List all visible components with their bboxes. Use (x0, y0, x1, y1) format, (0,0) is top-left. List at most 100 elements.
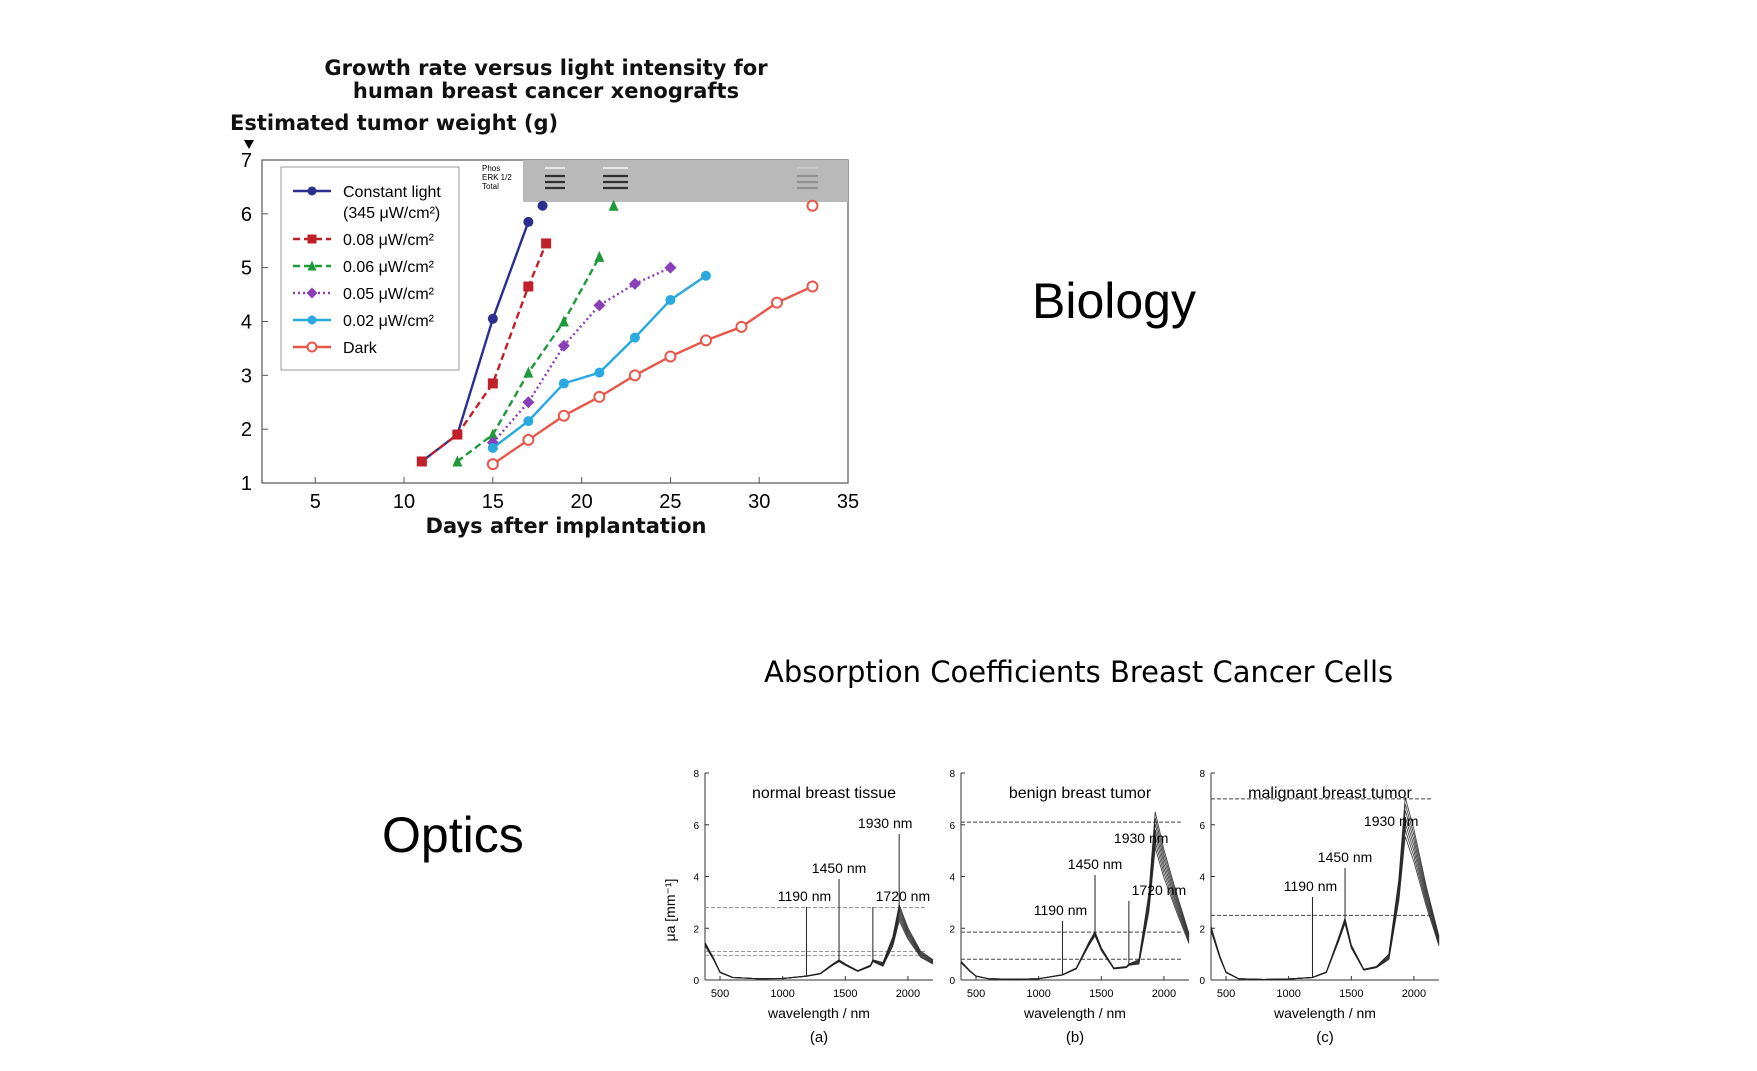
legend-label: Dark (343, 340, 378, 357)
panel-xlabel: wavelength / nm (1273, 1005, 1376, 1021)
peak-label: 1450 nm (812, 860, 866, 876)
peak-label: 1450 nm (1318, 849, 1372, 865)
x-tick-label: 15 (482, 491, 504, 513)
data-point (306, 287, 318, 299)
panel-caption: (b) (1066, 1029, 1084, 1046)
data-point (307, 260, 317, 271)
data-point (522, 433, 535, 446)
blot-label: ERK 1/2 (482, 173, 512, 182)
data-point (700, 270, 711, 281)
y-tick-label: 8 (1199, 769, 1205, 780)
legend-label: Constant light (343, 184, 441, 201)
y-tick-label: 4 (693, 873, 699, 884)
x-tick-label: 1500 (833, 988, 857, 1000)
data-point (487, 313, 498, 324)
data-point (593, 390, 606, 403)
y-tick-label: 3 (241, 365, 252, 387)
data-point (523, 366, 534, 378)
legend-label: (345 μW/cm²) (343, 205, 440, 222)
panel-title: benign breast tumor (1009, 785, 1152, 802)
data-point (307, 234, 317, 244)
x-tick-label: 1500 (1089, 988, 1113, 1000)
data-point (541, 238, 552, 249)
x-tick-label: 10 (393, 491, 415, 513)
data-point (664, 261, 677, 274)
x-tick-label: 35 (837, 491, 859, 513)
data-point (770, 296, 783, 309)
biology-label: Biology (1032, 273, 1196, 329)
x-tick-label: 2000 (1152, 988, 1176, 1000)
peak-label: 1930 nm (1364, 813, 1418, 829)
spectrum-line (704, 916, 934, 980)
x-tick-label: 500 (1217, 988, 1235, 1000)
peak-label: 1930 nm (1114, 830, 1168, 846)
data-point (557, 339, 570, 352)
x-tick-label: 1000 (770, 988, 794, 1000)
data-point (594, 367, 605, 378)
y-tick-label: 2 (693, 924, 699, 935)
y-tick-label: 2 (949, 924, 955, 935)
peak-label: 1190 nm (778, 888, 831, 904)
data-point (557, 409, 570, 422)
data-point (665, 294, 676, 305)
series-line-1 (421, 242, 548, 463)
spectra-ylabel: μa [mm⁻¹] (662, 879, 678, 942)
data-point (487, 428, 498, 440)
data-point (594, 250, 605, 262)
growth-chart-subtitle: human breast cancer xenografts (353, 79, 739, 103)
panel-title: malignant breast tumor (1248, 785, 1412, 802)
peak-label: 1190 nm (1284, 878, 1337, 894)
y-tick-label: 6 (1199, 821, 1205, 832)
peak-label: 1720 nm (876, 888, 930, 904)
x-tick-label: 30 (748, 491, 770, 513)
data-point (307, 315, 317, 325)
y-tick-label: 6 (241, 204, 252, 226)
data-point (306, 341, 318, 353)
optics-label: Optics (382, 807, 524, 863)
y-tick-label: 2 (1199, 924, 1205, 935)
blot-inset (523, 160, 848, 202)
x-tick-label: 500 (967, 988, 985, 1000)
x-tick-label: 1500 (1339, 988, 1363, 1000)
data-point (523, 216, 534, 227)
spectrum-line (704, 913, 934, 980)
data-point (735, 320, 748, 333)
legend-label: 0.05 μW/cm² (343, 286, 435, 303)
data-point (523, 416, 534, 427)
blot-label: Total (482, 182, 499, 191)
legend-label: 0.02 μW/cm² (343, 313, 435, 330)
data-point (806, 280, 819, 293)
absorption-title: Absorption Coefficients Breast Cancer Ce… (764, 655, 1394, 689)
y-tick-label: 6 (949, 821, 955, 832)
y-tick-label: 4 (1199, 873, 1205, 884)
data-point (307, 186, 317, 196)
y-tick-label: 5 (241, 258, 252, 280)
y-tick-label: 4 (949, 873, 955, 884)
spectrum-line (704, 919, 934, 980)
series-line-5 (492, 285, 813, 466)
x-tick-label: 2000 (896, 988, 920, 1000)
y-tick-label: 8 (949, 769, 955, 780)
ylabel-arrow-icon (244, 140, 254, 149)
data-point (416, 456, 427, 467)
y-tick-label: 0 (1199, 976, 1205, 987)
y-tick-label: 8 (693, 769, 699, 780)
y-tick-label: 1 (241, 473, 252, 495)
panel-xlabel: wavelength / nm (1023, 1005, 1126, 1021)
spectrum-line (704, 903, 934, 980)
data-point (452, 455, 463, 467)
x-tick-label: 1000 (1026, 988, 1050, 1000)
data-point (628, 369, 641, 382)
peak-label: 1720 nm (1132, 882, 1186, 898)
peak-label: 1190 nm (1034, 902, 1087, 918)
peak-label: 1930 nm (858, 815, 912, 831)
panel-title: normal breast tissue (752, 785, 896, 802)
data-point (558, 315, 569, 327)
y-tick-label: 4 (241, 312, 252, 334)
data-point (699, 334, 712, 347)
data-point (558, 378, 569, 389)
data-point (522, 396, 535, 409)
x-tick-label: 25 (659, 491, 681, 513)
data-point (593, 299, 606, 312)
